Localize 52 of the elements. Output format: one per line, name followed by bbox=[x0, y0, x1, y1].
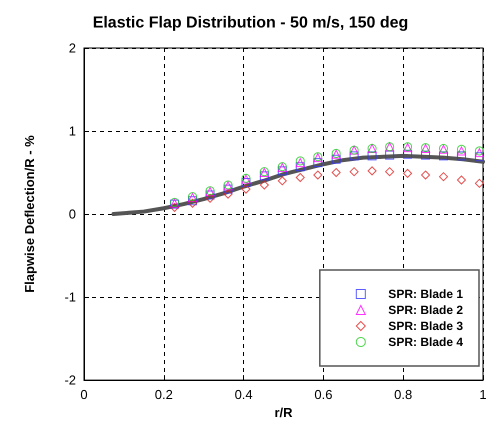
point bbox=[224, 190, 233, 199]
x-tick-label: 0 bbox=[80, 387, 88, 402]
point bbox=[439, 151, 448, 160]
point bbox=[170, 202, 180, 212]
legend-label: SPR: Blade 1 bbox=[388, 287, 464, 301]
point bbox=[188, 196, 198, 206]
point bbox=[296, 173, 305, 182]
point bbox=[241, 184, 250, 194]
point bbox=[474, 178, 484, 188]
point bbox=[241, 178, 250, 187]
point bbox=[368, 151, 377, 160]
point bbox=[296, 162, 305, 172]
x-tick-label: 0.2 bbox=[154, 387, 173, 402]
y-tick-label: -1 bbox=[64, 290, 76, 305]
point bbox=[385, 167, 394, 176]
point bbox=[421, 170, 430, 180]
chart-title: Elastic Flap Distribution - 50 m/s, 150 deg bbox=[92, 14, 408, 32]
point bbox=[368, 166, 377, 176]
point bbox=[439, 172, 448, 182]
point bbox=[403, 150, 412, 159]
y-tick-label: -2 bbox=[64, 372, 76, 388]
legend-label: SPR: Blade 3 bbox=[388, 319, 464, 333]
point bbox=[224, 184, 233, 194]
x-tick-label: 0.4 bbox=[234, 387, 253, 402]
point bbox=[278, 176, 287, 186]
point bbox=[421, 150, 430, 160]
point bbox=[350, 151, 359, 160]
point bbox=[188, 198, 198, 208]
point bbox=[456, 151, 466, 160]
y-tick-label: 0 bbox=[68, 206, 76, 222]
legend-label: SPR: Blade 2 bbox=[388, 303, 464, 317]
point bbox=[313, 158, 322, 168]
point bbox=[206, 190, 215, 200]
legend-label: SPR: Blade 4 bbox=[388, 335, 464, 349]
point bbox=[278, 166, 287, 176]
point bbox=[456, 176, 466, 185]
point bbox=[260, 171, 269, 180]
x-tick-label: 0.8 bbox=[394, 387, 412, 402]
point bbox=[332, 168, 341, 178]
y-tick-label: 1 bbox=[68, 124, 76, 139]
point bbox=[350, 167, 359, 176]
point bbox=[260, 180, 269, 190]
x-axis-title: r/R bbox=[274, 405, 294, 420]
point bbox=[474, 152, 484, 162]
point bbox=[403, 168, 412, 178]
point bbox=[332, 154, 341, 164]
y-tick-label: 2 bbox=[68, 40, 76, 56]
x-tick-label: 1 bbox=[479, 387, 487, 402]
point bbox=[206, 194, 215, 203]
point bbox=[313, 170, 322, 180]
y-axis-title: Flapwise Deflection/R - % bbox=[22, 134, 37, 293]
x-tick-label: 0.6 bbox=[314, 387, 332, 402]
